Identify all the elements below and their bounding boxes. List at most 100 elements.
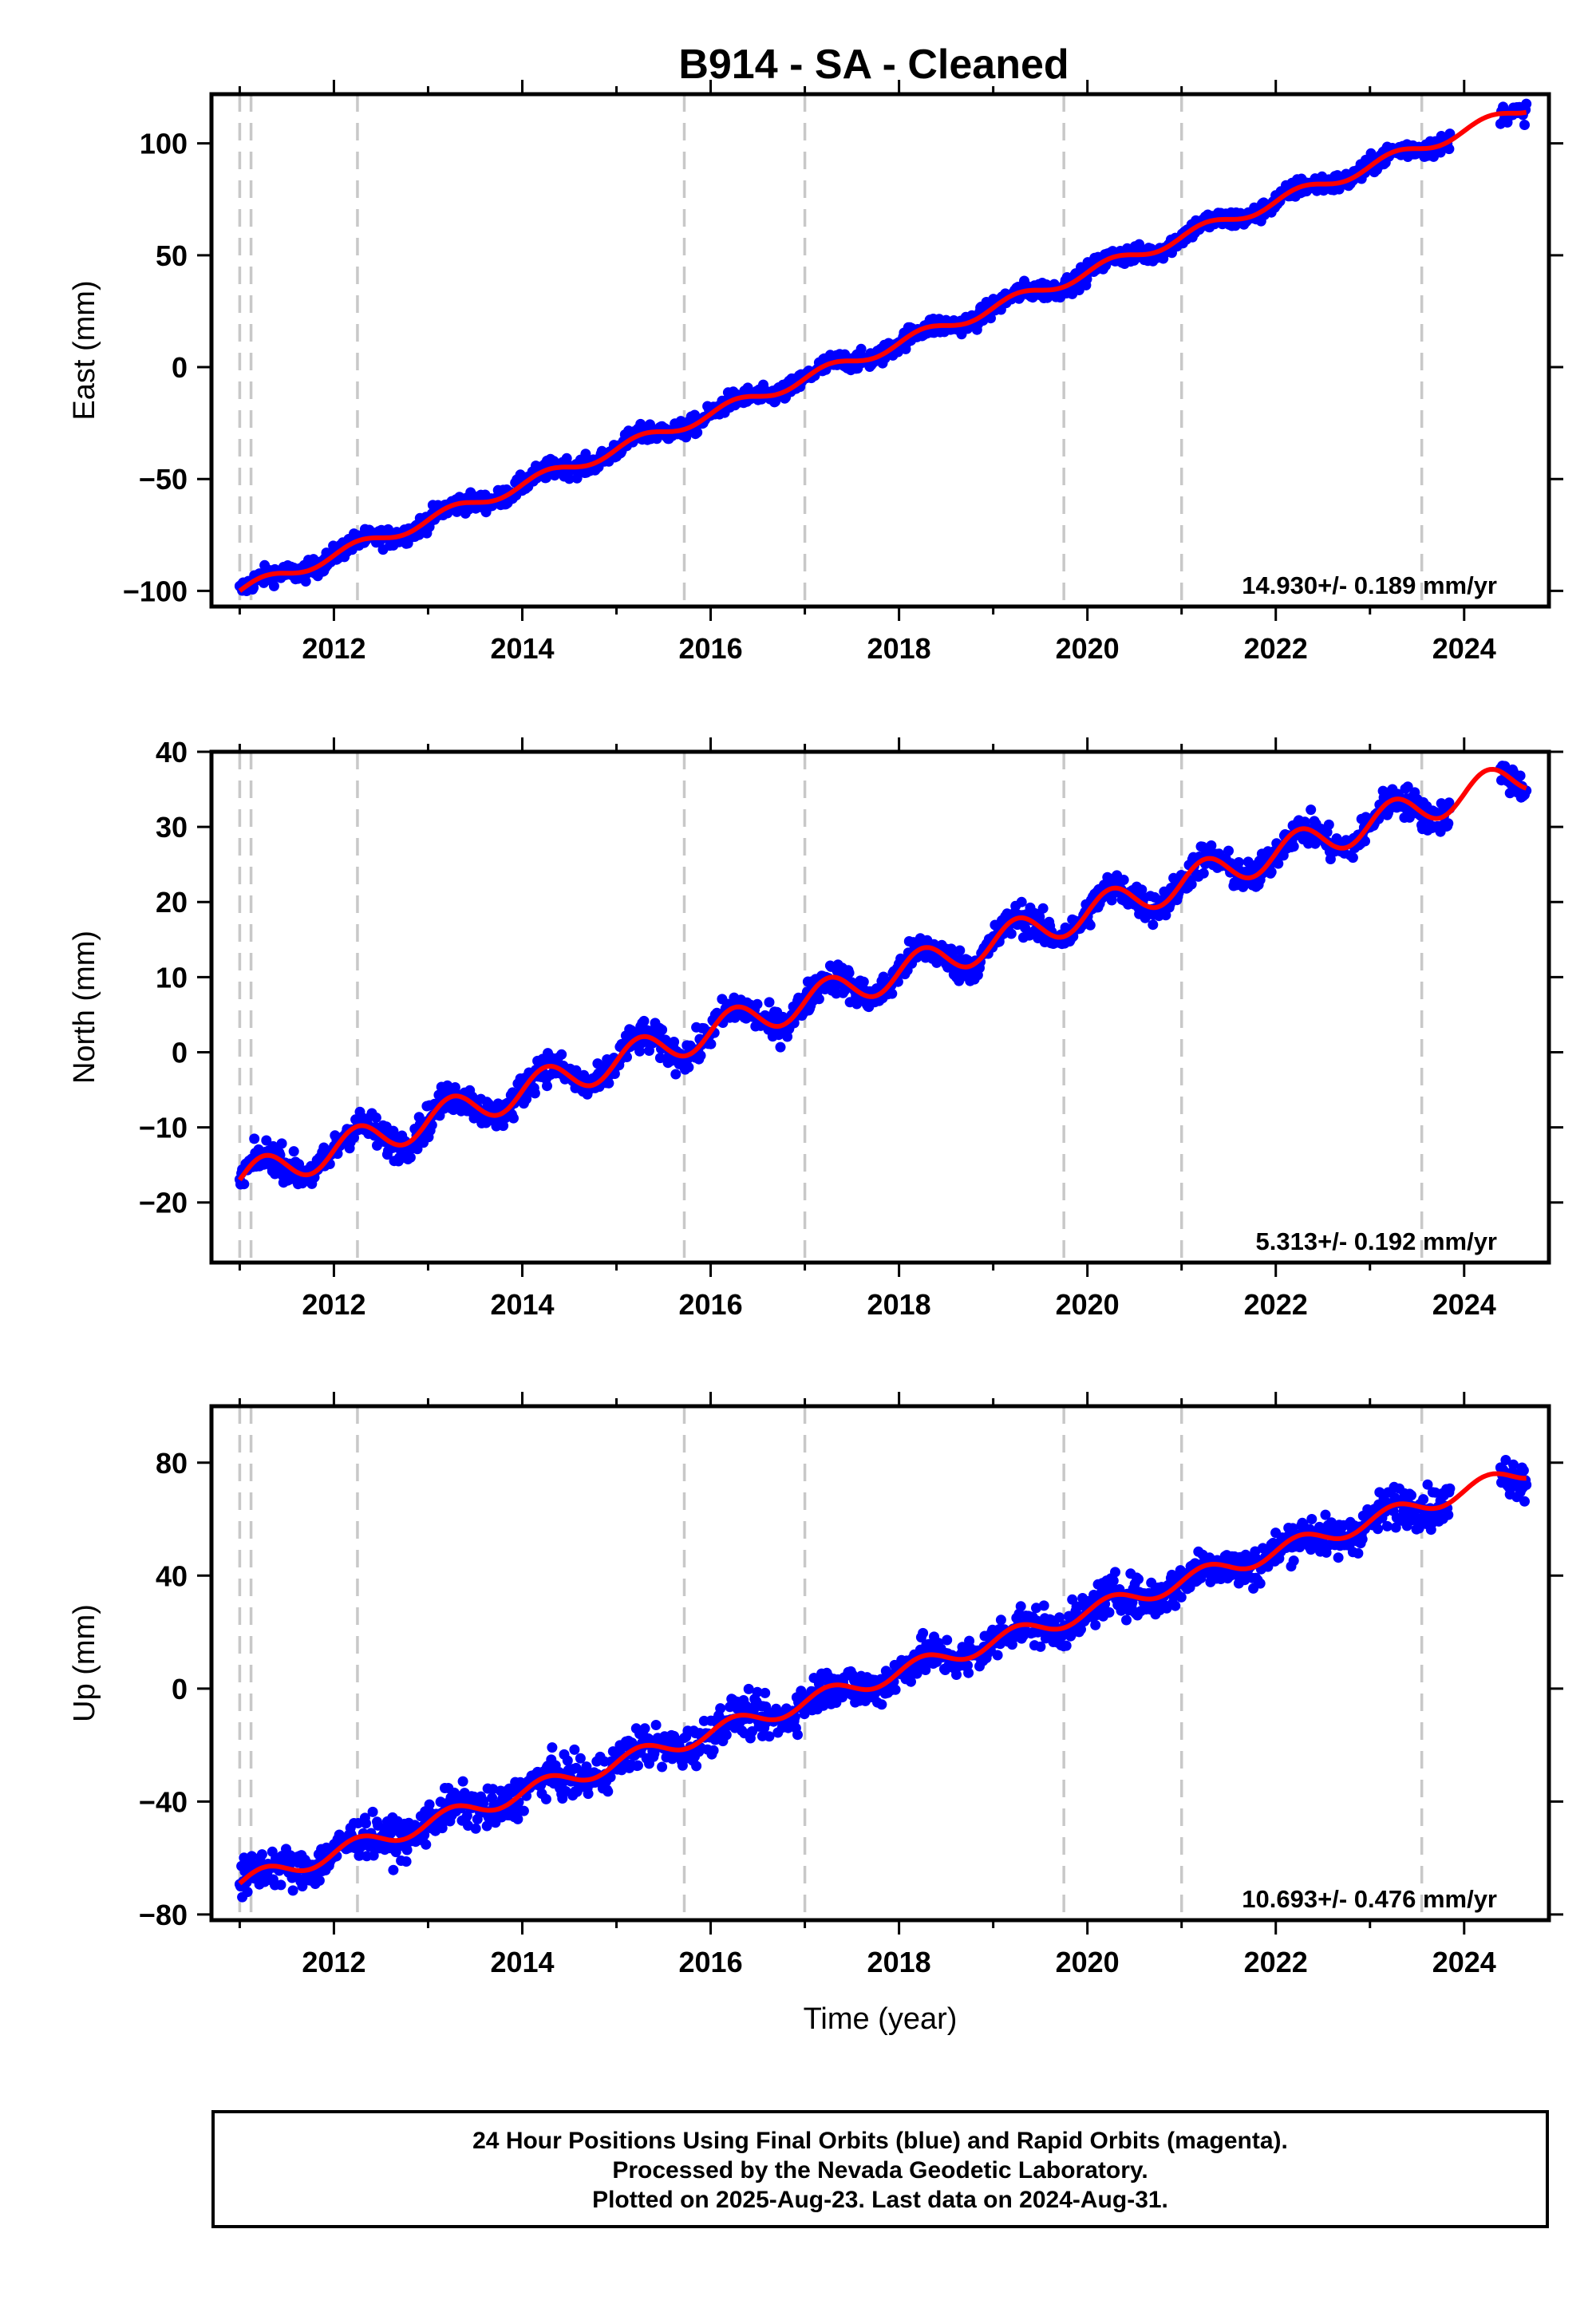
data-point — [634, 1045, 646, 1057]
data-point — [992, 1650, 1003, 1661]
data-point — [1005, 928, 1017, 939]
data-point — [942, 1634, 953, 1646]
plot-area — [234, 752, 1532, 1263]
data-point — [920, 1665, 931, 1675]
data-point — [670, 1069, 681, 1080]
data-point — [498, 1120, 509, 1132]
data-point — [413, 529, 425, 540]
data-point — [602, 1786, 614, 1797]
data-point — [1422, 1479, 1433, 1490]
data-point — [1288, 1555, 1299, 1567]
data-point — [275, 1879, 286, 1891]
data-point — [481, 1820, 492, 1832]
data-point — [1006, 1639, 1017, 1650]
footer-box: 24 Hour Positions Using Final Orbits (bl… — [211, 2110, 1549, 2228]
x-tick-label: 2014 — [490, 1946, 554, 1978]
data-point — [1233, 857, 1244, 868]
data-point — [540, 1793, 551, 1804]
data-point — [986, 313, 996, 324]
data-point — [775, 1041, 786, 1053]
data-point — [1402, 781, 1413, 792]
data-point — [542, 1081, 552, 1092]
data-point — [512, 1813, 523, 1824]
data-point — [529, 1088, 540, 1099]
data-point — [963, 1667, 974, 1678]
x-tick-label: 2020 — [1056, 632, 1120, 665]
x-tick-label: 2020 — [1056, 1288, 1120, 1321]
data-point — [657, 1761, 668, 1773]
data-point — [1054, 1612, 1065, 1623]
plot-area — [234, 1406, 1532, 1920]
data-point — [1390, 1522, 1401, 1533]
data-point — [1306, 804, 1317, 816]
y-tick-label: 50 — [156, 239, 188, 272]
data-point — [569, 1744, 580, 1755]
footer-line-2: Processed by the Nevada Geodetic Laborat… — [612, 2157, 1148, 2184]
data-point — [1186, 879, 1197, 890]
data-point — [287, 1885, 298, 1896]
data-point — [1016, 896, 1027, 907]
y-axis-label: Up (mm) — [68, 1604, 101, 1722]
data-point — [855, 343, 867, 354]
data-point — [575, 1753, 586, 1764]
data-point — [583, 1788, 594, 1800]
data-point — [951, 1670, 962, 1680]
data-point — [401, 1856, 412, 1867]
data-point — [1121, 1614, 1132, 1626]
data-point — [401, 1844, 413, 1856]
data-point — [1198, 868, 1209, 879]
y-tick-label: −40 — [139, 1785, 188, 1818]
data-point — [1347, 852, 1358, 864]
data-point — [562, 1755, 573, 1766]
data-point — [954, 945, 966, 956]
data-point — [764, 997, 775, 1008]
data-point — [1443, 1509, 1454, 1520]
data-point — [691, 1761, 702, 1772]
data-point — [692, 427, 703, 438]
panel-east: 2012 2014 2016 2018 2020 2022 2024 −100 −50 0 50 10… — [68, 80, 1563, 665]
y-tick-label: 0 — [172, 351, 188, 384]
y-tick-label: 30 — [156, 811, 188, 844]
data-point — [792, 1729, 803, 1741]
data-point — [361, 1818, 371, 1829]
data-point — [760, 1701, 772, 1712]
data-point — [556, 1049, 567, 1060]
data-point — [752, 1686, 763, 1697]
y-tick-label: −50 — [139, 463, 188, 496]
y-tick-label: 80 — [156, 1447, 188, 1480]
plot-frame — [209, 749, 1551, 1265]
data-point — [1444, 144, 1455, 155]
x-tick-label: 2020 — [1056, 1946, 1120, 1978]
data-point — [1206, 840, 1217, 851]
x-tick-label: 2024 — [1432, 632, 1496, 665]
data-point — [1084, 919, 1096, 931]
data-point — [1519, 1496, 1530, 1507]
data-point — [1038, 1600, 1049, 1611]
data-point — [1134, 239, 1145, 250]
data-point — [650, 1720, 662, 1730]
data-point — [1444, 128, 1456, 140]
data-point — [370, 1113, 381, 1123]
data-point — [1288, 841, 1299, 852]
data-point — [876, 1699, 887, 1710]
panels-group: 2012 2014 2016 2018 2020 2022 2024−100−5005010… — [68, 80, 1563, 2036]
panel-up: 2012 2014 2016 2018 2020 2022 2024 −80 −40 0 40 80 U… — [68, 1392, 1563, 2036]
data-point — [373, 1820, 384, 1831]
data-point — [1136, 884, 1148, 895]
data-point — [508, 1113, 519, 1124]
data-point — [715, 1703, 726, 1714]
data-points — [234, 1455, 1532, 1903]
data-point — [1325, 854, 1336, 864]
data-point — [813, 994, 824, 1005]
data-point — [1118, 875, 1129, 885]
data-point — [547, 1742, 558, 1753]
data-point — [1360, 836, 1370, 847]
data-point — [1521, 98, 1532, 109]
data-point — [388, 1864, 399, 1875]
x-tick-label: 2024 — [1432, 1288, 1496, 1321]
data-point — [256, 1849, 267, 1860]
x-tick-label: 2018 — [867, 1288, 931, 1321]
data-point — [1508, 1459, 1519, 1470]
data-point — [605, 1772, 616, 1783]
x-tick-label: 2022 — [1244, 1288, 1308, 1321]
